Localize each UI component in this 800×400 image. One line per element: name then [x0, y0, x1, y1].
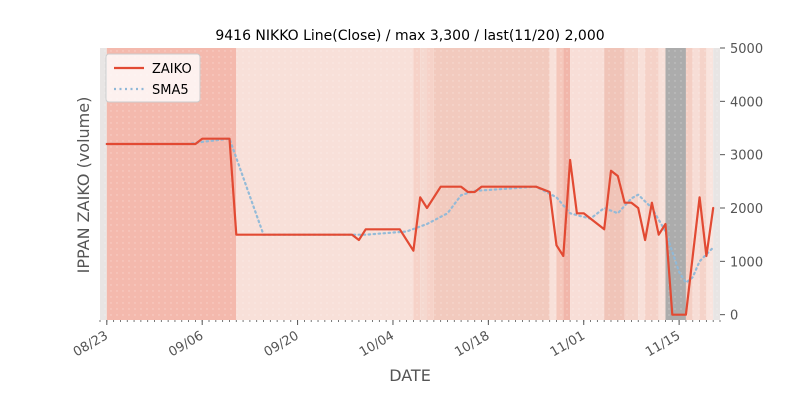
x-axis-label: DATE	[389, 366, 431, 385]
y-tick-label: 4000	[730, 95, 763, 110]
x-tick-label: 09/06	[166, 328, 206, 360]
x-tick-label: 09/20	[262, 328, 302, 360]
y-tick-label: 1000	[730, 255, 763, 270]
y-tick-label: 2000	[730, 202, 763, 217]
y-tick-label: 3000	[730, 149, 763, 164]
legend-label-zaiko: ZAIKO	[152, 62, 192, 77]
legend-label-sma5: SMA5	[152, 83, 189, 98]
series-lines	[105, 137, 715, 316]
legend-box	[105, 53, 201, 103]
x-tick-label: 10/18	[452, 328, 492, 360]
series-line-zaiko	[105, 137, 715, 316]
background-texture	[100, 48, 720, 320]
y-axis-label: IPPAN ZAIKO (volume)	[74, 97, 93, 274]
chart-legend: ZAIKO SMA5	[105, 53, 201, 103]
y-tick-label: 0	[730, 309, 738, 324]
x-tick-label: 10/04	[357, 328, 397, 360]
x-tick-label: 11/15	[643, 328, 683, 360]
chart-title: 9416 NIKKO Line(Close) / max 3,300 / las…	[215, 28, 604, 44]
y-tick-label: 5000	[730, 42, 763, 57]
texture-overlay	[100, 48, 720, 320]
x-tick-label: 11/01	[548, 328, 588, 360]
x-tick-label: 08/23	[71, 328, 111, 360]
